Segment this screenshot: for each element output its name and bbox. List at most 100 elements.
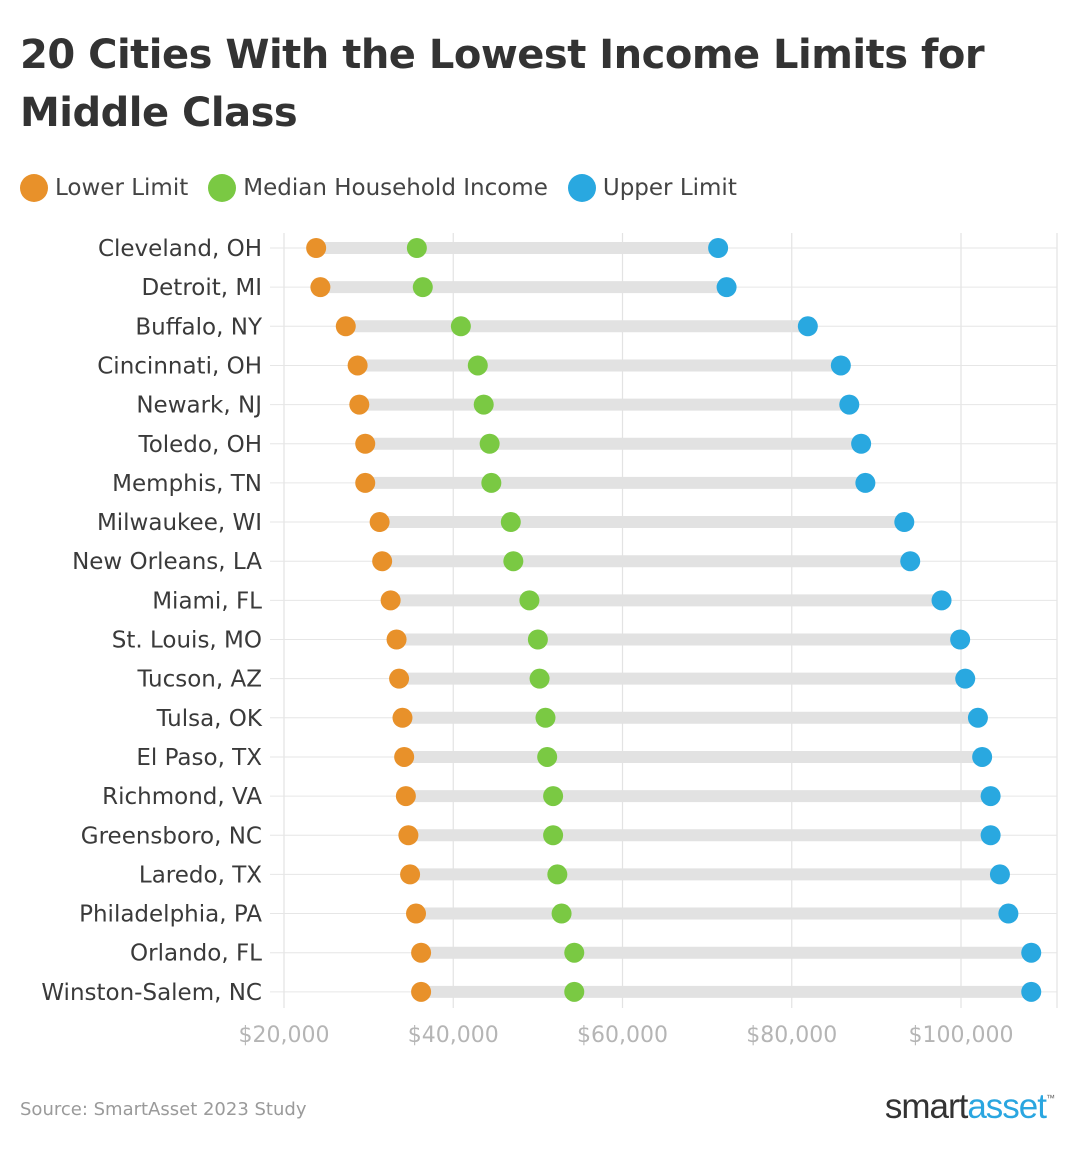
upper-limit-point bbox=[855, 472, 876, 493]
lower-limit-point bbox=[411, 981, 432, 1002]
x-tick-label: $60,000 bbox=[577, 1023, 668, 1048]
upper-limit-point bbox=[980, 786, 1001, 807]
upper-limit-point bbox=[950, 629, 971, 650]
category-label: Orlando, FL bbox=[130, 941, 262, 967]
category-label: Tucson, AZ bbox=[136, 667, 262, 693]
upper-limit-point bbox=[708, 238, 729, 258]
upper-limit-point bbox=[894, 512, 915, 533]
lower-limit-point bbox=[395, 786, 416, 807]
upper-limit-point bbox=[989, 864, 1010, 885]
median-income-point bbox=[519, 590, 540, 611]
x-tick-label: $100,000 bbox=[909, 1023, 1014, 1048]
category-label: St. Louis, MO bbox=[112, 628, 262, 654]
lower-limit-point bbox=[394, 746, 415, 767]
x-tick-label: $80,000 bbox=[746, 1023, 837, 1048]
logo-smart: smart bbox=[884, 1087, 968, 1126]
median-income-point bbox=[406, 238, 427, 258]
chart-title: 20 Cities With the Lowest Income Limits … bbox=[20, 32, 985, 136]
category-label: Detroit, MI bbox=[141, 275, 262, 301]
lower-limit-point bbox=[355, 433, 376, 454]
legend-item-median-income: Median Household Income bbox=[208, 174, 548, 202]
logo-asset: asset bbox=[967, 1087, 1047, 1126]
lower-limit-point bbox=[398, 825, 419, 846]
category-label: Winston-Salem, NC bbox=[41, 980, 262, 1006]
upper-limit-point bbox=[797, 316, 818, 337]
lower-limit-point bbox=[310, 277, 331, 298]
median-income-point bbox=[450, 316, 471, 337]
upper-limit-point bbox=[839, 394, 860, 415]
median-income-point bbox=[535, 707, 556, 728]
upper-limit-point bbox=[830, 355, 851, 376]
median-income-point bbox=[543, 825, 564, 846]
upper-limit-point bbox=[980, 825, 1001, 846]
category-label: Cleveland, OH bbox=[98, 236, 262, 262]
category-label: Buffalo, NY bbox=[135, 314, 263, 340]
lower-limit-point bbox=[400, 864, 421, 885]
lower-limit-point bbox=[389, 668, 410, 689]
category-label: Cincinnati, OH bbox=[97, 353, 262, 379]
upper-limit-point bbox=[1021, 942, 1042, 963]
median-income-point bbox=[564, 981, 585, 1002]
category-label: El Paso, TX bbox=[136, 745, 262, 771]
category-label: Miami, FL bbox=[152, 588, 262, 614]
category-label: Newark, NJ bbox=[136, 393, 262, 419]
median-income-point bbox=[527, 629, 548, 650]
median-income-point bbox=[543, 786, 564, 807]
smartasset-logo: smartasset™ bbox=[884, 1087, 1055, 1127]
lower-limit-point bbox=[335, 316, 356, 337]
upper-limit-point bbox=[931, 590, 952, 611]
lower-limit-point bbox=[355, 472, 376, 493]
median-income-point bbox=[503, 551, 524, 572]
median-income-point bbox=[481, 472, 502, 493]
category-label: Toledo, OH bbox=[138, 432, 262, 458]
lower-limit-point bbox=[349, 394, 370, 415]
lower-limit-point bbox=[380, 590, 401, 611]
upper-limit-point bbox=[967, 707, 988, 728]
category-label: Philadelphia, PA bbox=[79, 902, 262, 928]
category-label: New Orleans, LA bbox=[72, 549, 262, 575]
median-income-point bbox=[551, 903, 572, 924]
category-label: Memphis, TN bbox=[112, 471, 262, 497]
legend-label-lower-limit: Lower Limit bbox=[55, 175, 189, 201]
lower-limit-point bbox=[386, 629, 407, 650]
lower-limit-point bbox=[411, 942, 432, 963]
lower-limit-point bbox=[369, 512, 390, 533]
category-label: Laredo, TX bbox=[139, 862, 262, 888]
category-label: Tulsa, OK bbox=[156, 706, 263, 732]
lower-limit-point bbox=[347, 355, 368, 376]
median-income-point bbox=[537, 746, 558, 767]
median-income-point bbox=[547, 864, 568, 885]
legend-item-upper-limit: Upper Limit bbox=[567, 174, 737, 202]
median-income-point bbox=[412, 277, 433, 298]
median-income-point bbox=[564, 942, 585, 963]
legend-item-lower-limit: Lower Limit bbox=[20, 174, 188, 202]
median-income-point bbox=[479, 433, 500, 454]
upper-limit-point bbox=[955, 668, 976, 689]
legend-label-upper-limit: Upper Limit bbox=[602, 175, 737, 201]
legend-dot-median-income bbox=[208, 174, 237, 202]
legend: Lower Limit Median Household Income Uppe… bbox=[20, 174, 757, 202]
upper-limit-point bbox=[998, 903, 1019, 924]
category-label: Richmond, VA bbox=[102, 784, 262, 810]
lower-limit-point bbox=[392, 707, 413, 728]
upper-limit-point bbox=[1021, 981, 1042, 1002]
upper-limit-point bbox=[716, 277, 737, 298]
median-income-point bbox=[529, 668, 550, 689]
logo-trademark: ™ bbox=[1046, 1093, 1055, 1103]
x-tick-label: $20,000 bbox=[239, 1023, 330, 1048]
upper-limit-point bbox=[972, 746, 993, 767]
legend-dot-upper-limit bbox=[567, 174, 596, 202]
median-income-point bbox=[473, 394, 494, 415]
x-tick-label: $40,000 bbox=[408, 1023, 499, 1048]
lower-limit-point bbox=[306, 238, 327, 258]
category-label: Greensboro, NC bbox=[81, 823, 262, 849]
source-note: Source: SmartAsset 2023 Study bbox=[20, 1099, 307, 1120]
lower-limit-point bbox=[406, 903, 427, 924]
median-income-point bbox=[467, 355, 488, 376]
category-label: Milwaukee, WI bbox=[97, 510, 262, 536]
upper-limit-point bbox=[851, 433, 872, 454]
median-income-point bbox=[500, 512, 521, 533]
upper-limit-point bbox=[900, 551, 921, 572]
lower-limit-point bbox=[372, 551, 393, 572]
